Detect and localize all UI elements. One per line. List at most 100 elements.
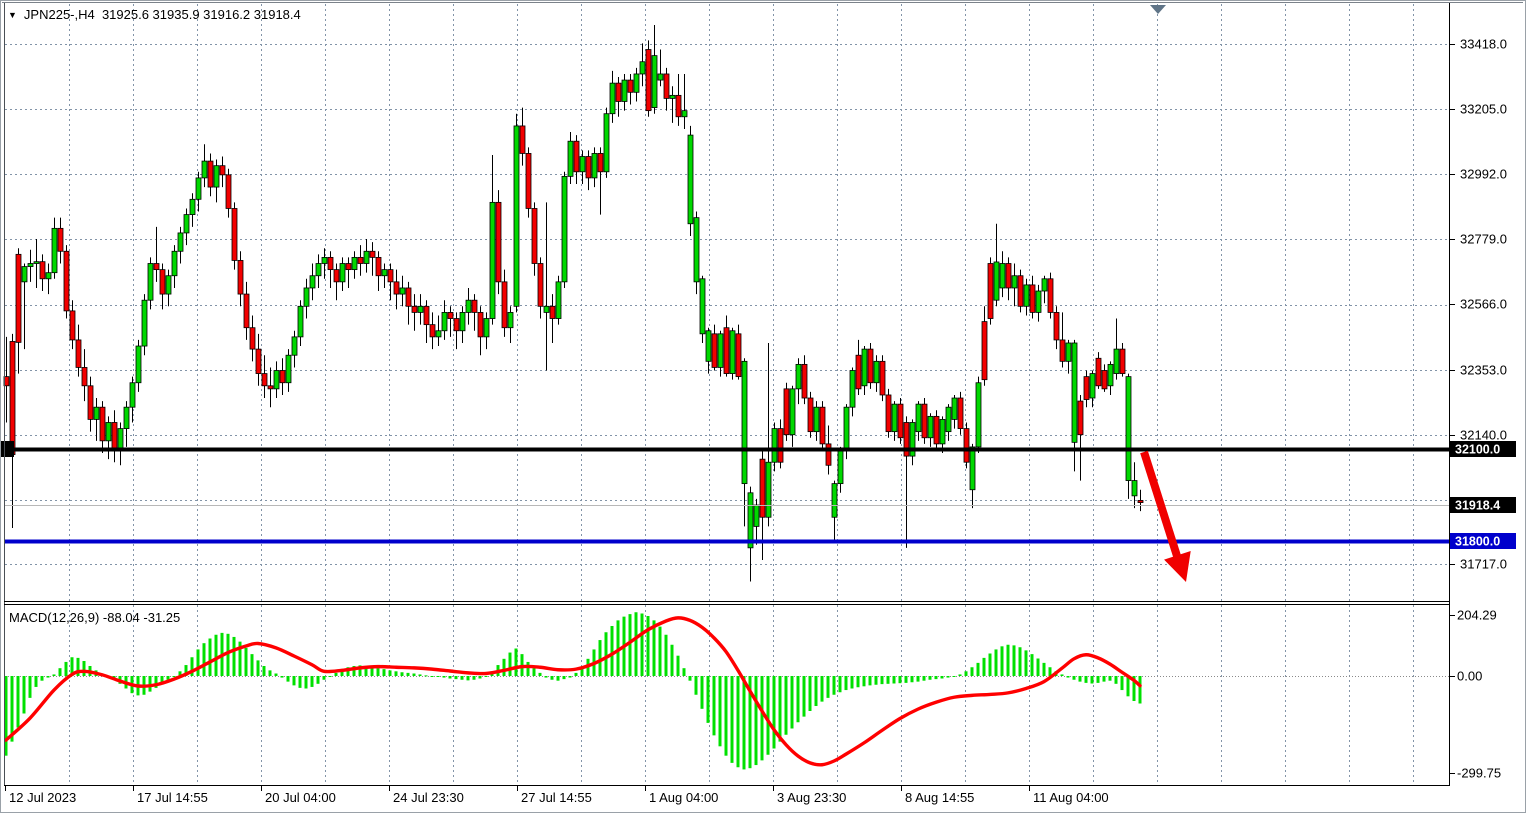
line-drag-handle[interactable] (1, 441, 14, 457)
macd-bar (58, 668, 62, 676)
macd-bar (724, 676, 728, 756)
candle-bear (735, 333, 742, 378)
candle-bear (501, 281, 508, 329)
macd-bar (1006, 644, 1010, 676)
candle-bear (453, 318, 460, 332)
candle-bear (615, 82, 622, 102)
candle-bull (951, 397, 958, 420)
candle-bear (393, 281, 400, 295)
candle-bull (705, 330, 712, 362)
macd-bar (454, 676, 458, 680)
candle-bull (603, 113, 610, 173)
macd-bar (244, 647, 248, 676)
macd-bar (664, 634, 668, 676)
macd-bar (850, 676, 854, 689)
candle-bull (303, 287, 310, 307)
candle-bull (765, 461, 772, 518)
macd-bar (844, 676, 848, 691)
trend-arrow-shaft[interactable] (1140, 450, 1181, 558)
macd-bar (76, 657, 80, 676)
candle-bull (729, 330, 736, 374)
symbol-dropdown-marker-icon[interactable]: ▼ (8, 10, 17, 20)
macd-bar (214, 634, 218, 676)
candle-bull (27, 263, 34, 267)
macd-bar (1012, 645, 1016, 676)
candle-bull (21, 266, 28, 283)
price-axis-label: 32779.0 (1460, 232, 1507, 247)
macd-bar (1066, 676, 1070, 678)
time-axis-label: 1 Aug 04:00 (649, 790, 718, 805)
candle-bear (405, 287, 412, 307)
macd-bar (466, 676, 470, 681)
candle-bull (1023, 284, 1030, 307)
time-axis-label: 24 Jul 23:30 (393, 790, 464, 805)
macd-bar (832, 676, 836, 695)
price-axis-label: 32140.0 (1460, 428, 1507, 443)
macd-bar (298, 676, 302, 688)
candle-bear (387, 269, 394, 283)
candle-bull (399, 287, 406, 295)
macd-bar (640, 613, 644, 676)
candle-bull (381, 269, 388, 277)
macd-bar (958, 674, 962, 676)
macd-bar (574, 672, 578, 676)
macd-bar (994, 649, 998, 676)
macd-bar (940, 676, 944, 679)
macd-bar (826, 676, 830, 698)
macd-bar (556, 676, 560, 681)
macd-bar (28, 676, 32, 698)
candle-bull (747, 492, 754, 549)
chart-shift-marker-icon[interactable] (1150, 5, 1166, 14)
macd-bar (1060, 674, 1064, 676)
candle-bull (141, 299, 148, 347)
macd-bar (946, 676, 950, 678)
candle-bear (357, 256, 364, 264)
macd-bar (484, 676, 488, 677)
macd-bar (172, 676, 176, 677)
macd-bar (856, 676, 860, 688)
candle-bull (717, 333, 724, 368)
macd-bar (802, 676, 806, 717)
trend-arrow-head[interactable] (1164, 551, 1191, 582)
candle-bull (753, 504, 760, 527)
candle-bear (549, 305, 556, 319)
macd-bar (316, 676, 320, 684)
macd-bar (448, 676, 452, 679)
candle-bear (423, 305, 430, 326)
candle-bear (585, 156, 592, 179)
macd-bar (610, 626, 614, 676)
macd-bar (196, 649, 200, 676)
support-line-tag-text: 31800.0 (1455, 535, 1500, 549)
macd-bar (46, 676, 50, 678)
macd-bar (904, 676, 908, 683)
candle-bull (129, 382, 136, 408)
last-price-line-tag-text: 31918.4 (1455, 499, 1500, 513)
candle-bull (1107, 363, 1114, 387)
candle-bear (1137, 500, 1144, 503)
candle-bull (441, 312, 448, 332)
macd-bar (472, 676, 476, 680)
macd-bar (406, 672, 410, 676)
macd-bar (1102, 676, 1106, 682)
candle-bull (579, 156, 586, 173)
candle-bull (555, 281, 562, 319)
candle-bear (627, 79, 634, 93)
macd-bar (544, 676, 548, 678)
macd-bar (892, 676, 896, 684)
macd-bar (424, 675, 428, 677)
macd-bar (604, 632, 608, 676)
candle-bull (291, 336, 298, 356)
time-axis-label: 27 Jul 14:55 (521, 790, 592, 805)
macd-bar (226, 633, 230, 676)
candle-bull (813, 406, 820, 433)
macd-bar (352, 666, 356, 676)
macd-bar (868, 676, 872, 686)
candle-bull (1125, 376, 1132, 481)
macd-bar (10, 676, 14, 742)
candle-bull (513, 125, 520, 307)
last-price-line-tag (1450, 497, 1516, 513)
price-axis-label: 33418.0 (1460, 37, 1507, 52)
macd-bar (256, 660, 260, 676)
macd-bar (772, 676, 776, 749)
macd-bar (874, 676, 878, 685)
